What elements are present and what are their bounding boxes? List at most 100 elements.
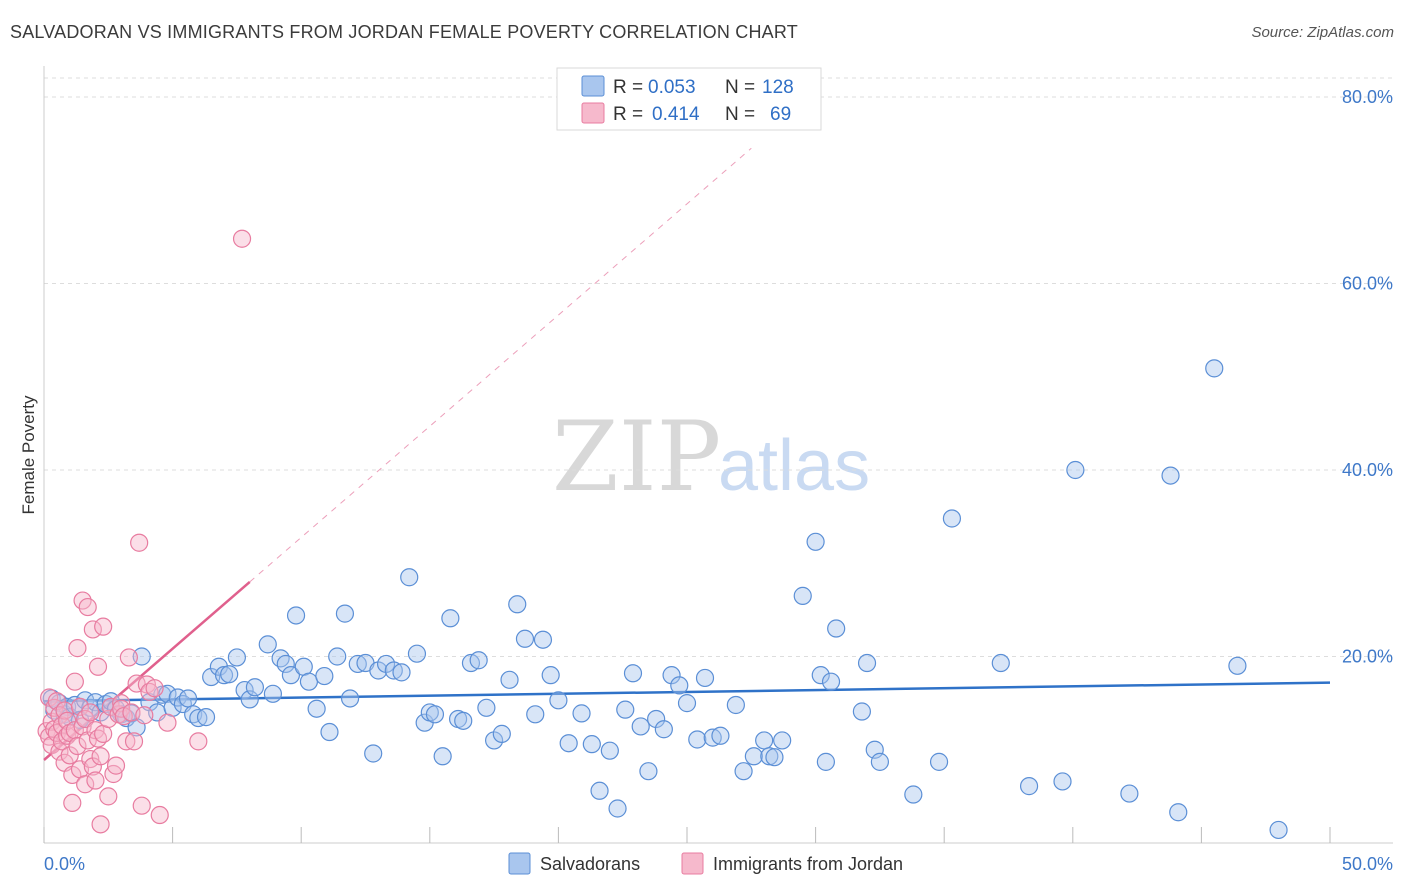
point-jordan xyxy=(135,706,154,725)
point-jordan xyxy=(132,796,151,815)
point-salvadorans xyxy=(572,704,591,723)
point-salvadorans xyxy=(623,664,643,683)
point-salvadorans xyxy=(526,705,545,724)
legend-r-value-1: 0.053 xyxy=(648,77,696,98)
point-salvadorans xyxy=(1269,820,1288,840)
point-jordan xyxy=(124,732,144,751)
point-salvadorans xyxy=(178,689,198,708)
point-salvadorans xyxy=(407,644,427,663)
x-ticks xyxy=(43,827,1331,843)
point-salvadorans xyxy=(364,744,383,763)
point-salvadorans xyxy=(469,651,488,670)
point-salvadorans xyxy=(348,654,367,674)
point-salvadorans xyxy=(245,678,265,697)
legend-n-value-2: 69 xyxy=(770,104,791,125)
point-jordan xyxy=(83,757,102,776)
point-jordan xyxy=(145,679,164,698)
bottom-legend-swatch-jordan xyxy=(681,852,704,875)
point-salvadorans xyxy=(760,747,779,766)
watermark-zip: ZIP xyxy=(552,401,721,513)
point-salvadorans xyxy=(852,702,871,721)
point-salvadorans xyxy=(744,747,763,766)
point-salvadorans xyxy=(821,672,841,691)
chart-title: SALVADORAN VS IMMIGRANTS FROM JORDAN FEM… xyxy=(10,22,798,42)
point-salvadorans xyxy=(811,666,830,685)
source-credit: Source: ZipAtlas.com xyxy=(1251,24,1394,41)
point-jordan xyxy=(78,597,97,617)
point-jordan xyxy=(112,699,131,718)
legend-swatch-jordan xyxy=(581,102,605,124)
point-salvadorans xyxy=(793,586,812,605)
point-jordan xyxy=(60,746,79,765)
point-jordan xyxy=(91,747,110,766)
y-tick-label-80: 80.0% xyxy=(1342,87,1393,107)
point-salvadorans xyxy=(433,747,452,766)
point-jordan xyxy=(91,815,110,834)
point-salvadorans xyxy=(600,741,619,760)
point-salvadorans xyxy=(281,666,301,685)
point-salvadorans xyxy=(1228,656,1247,675)
point-salvadorans xyxy=(904,785,923,804)
point-salvadorans xyxy=(425,705,445,724)
gridlines xyxy=(44,77,1393,657)
point-jordan xyxy=(189,732,208,751)
stats-legend: R = 0.053 N = 128 R = 0.414 N = 69 xyxy=(556,67,822,131)
point-salvadorans xyxy=(441,609,460,628)
point-salvadorans xyxy=(340,689,360,708)
bottom-legend-jordan: Immigrants from Jordan xyxy=(713,854,903,874)
point-salvadorans xyxy=(582,735,601,754)
point-salvadorans xyxy=(1205,359,1224,378)
point-salvadorans xyxy=(1066,460,1085,480)
bottom-legend-salvadorans: Salvadorans xyxy=(540,854,640,874)
point-salvadorans xyxy=(400,568,419,587)
legend-swatch-salvadorans xyxy=(581,75,605,97)
point-salvadorans xyxy=(320,722,339,742)
series-jordan xyxy=(37,229,252,834)
point-salvadorans xyxy=(132,647,151,666)
point-salvadorans xyxy=(258,635,277,654)
legend-n-value-1: 128 xyxy=(762,77,794,98)
point-salvadorans xyxy=(271,649,290,668)
watermark-atlas: atlas xyxy=(718,426,870,506)
axes xyxy=(43,66,1393,844)
point-salvadorans xyxy=(870,752,890,771)
point-jordan xyxy=(65,672,84,691)
point-salvadorans xyxy=(1019,777,1039,796)
point-salvadorans xyxy=(196,708,216,727)
bottom-legend-swatch-salvadorans xyxy=(508,852,531,875)
point-salvadorans xyxy=(227,648,246,667)
y-axis-label: Female Poverty xyxy=(19,395,38,515)
point-salvadorans xyxy=(235,680,254,700)
legend-r-label-2: R = xyxy=(613,104,643,125)
point-jordan xyxy=(119,648,138,667)
point-salvadorans xyxy=(755,731,774,750)
point-jordan xyxy=(68,639,87,658)
point-salvadorans xyxy=(631,717,650,736)
y-tick-labels: 20.0% 40.0% 60.0% 80.0% xyxy=(1342,87,1393,667)
point-salvadorans xyxy=(307,699,326,718)
point-jordan xyxy=(81,749,100,769)
point-salvadorans xyxy=(590,781,609,800)
point-salvadorans xyxy=(299,672,319,691)
point-salvadorans xyxy=(276,654,295,674)
point-salvadorans xyxy=(220,665,239,684)
point-salvadorans xyxy=(711,726,730,745)
point-salvadorans xyxy=(263,684,283,703)
point-jordan xyxy=(86,771,105,790)
point-salvadorans xyxy=(991,653,1010,673)
point-salvadorans xyxy=(827,619,846,638)
point-salvadorans xyxy=(492,724,511,743)
point-salvadorans xyxy=(515,629,535,648)
point-salvadorans xyxy=(477,698,496,717)
point-salvadorans xyxy=(857,653,877,673)
point-jordan xyxy=(99,787,118,806)
point-salvadorans xyxy=(816,752,835,771)
y-tick-label-20: 20.0% xyxy=(1342,647,1393,667)
point-jordan xyxy=(88,657,108,676)
point-jordan xyxy=(47,692,66,711)
legend-r-label-1: R = xyxy=(613,77,643,98)
trend-line-jordan-extended xyxy=(249,147,752,583)
y-tick-label-60: 60.0% xyxy=(1342,274,1393,294)
point-jordan xyxy=(117,732,136,751)
point-salvadorans xyxy=(189,708,208,728)
